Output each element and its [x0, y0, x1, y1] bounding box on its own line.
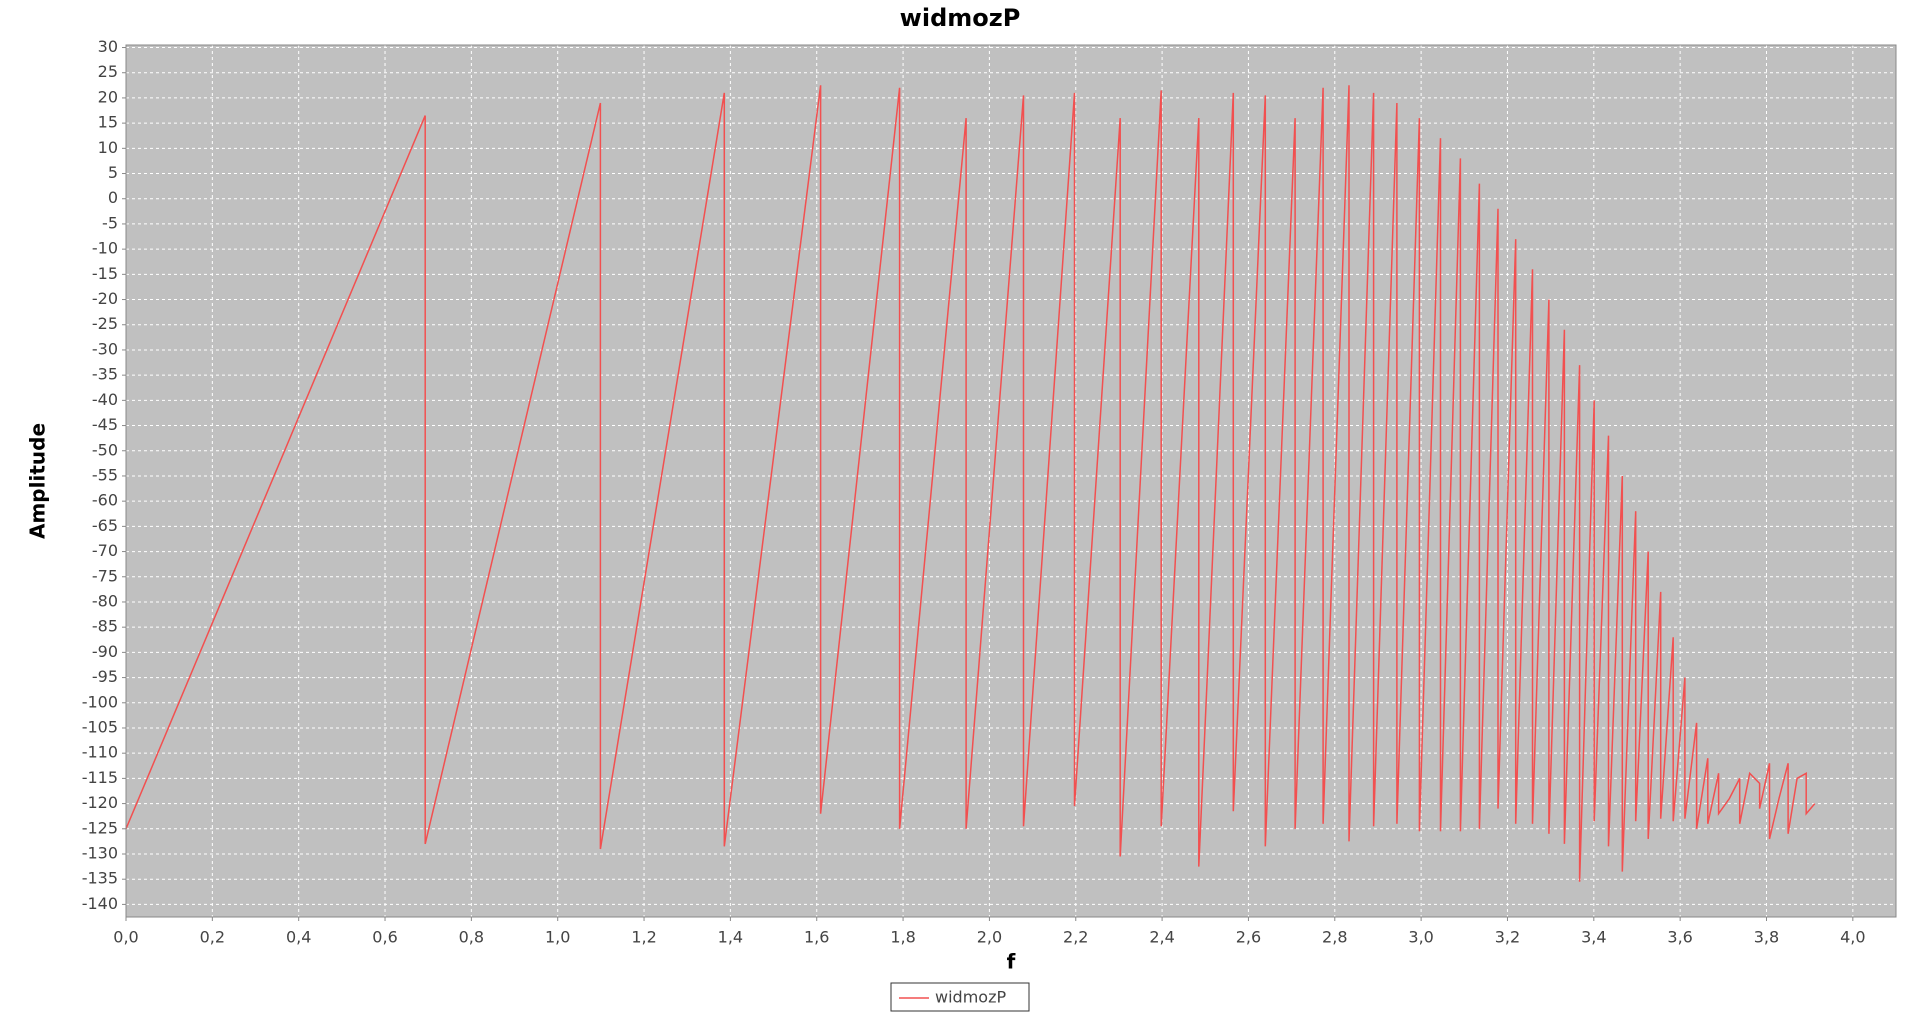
- y-tick-label: -20: [92, 289, 118, 308]
- y-tick-label: -95: [92, 667, 118, 686]
- y-tick-label: -50: [92, 440, 118, 459]
- y-tick-label: -80: [92, 591, 118, 610]
- y-tick-label: -60: [92, 491, 118, 510]
- y-tick-label: -130: [82, 843, 118, 862]
- legend-box: [890, 982, 1030, 1012]
- x-tick-label: 3,8: [1754, 928, 1779, 947]
- y-tick-label: -5: [102, 213, 118, 232]
- x-tick-label: 2,6: [1236, 928, 1261, 947]
- y-tick-label: -35: [92, 365, 118, 384]
- x-tick-label: 2,2: [1063, 928, 1088, 947]
- y-tick-label: -135: [82, 869, 118, 888]
- x-tick-label: 0,0: [113, 928, 138, 947]
- x-tick-label: 1,6: [804, 928, 829, 947]
- y-tick-label: 5: [108, 163, 118, 182]
- y-axis-label: Amplitude: [26, 423, 50, 539]
- x-tick-label: 1,0: [545, 928, 570, 947]
- y-tick-label: -85: [92, 617, 118, 636]
- plot-area: [125, 44, 1897, 918]
- y-tick-label: -55: [92, 465, 118, 484]
- y-tick-label: -110: [82, 743, 118, 762]
- x-tick-label: 1,2: [631, 928, 656, 947]
- x-tick-label: 0,4: [286, 928, 311, 947]
- y-tick-label: -70: [92, 541, 118, 560]
- y-tick-label: 30: [98, 37, 118, 56]
- x-tick-label: 0,6: [372, 928, 397, 947]
- y-tick-label: -30: [92, 339, 118, 358]
- x-tick-label: 3,0: [1408, 928, 1433, 947]
- y-tick-label: -115: [82, 768, 118, 787]
- x-axis-label: f: [1007, 950, 1016, 974]
- x-tick-label: 2,4: [1149, 928, 1174, 947]
- y-tick-label: -120: [82, 793, 118, 812]
- y-tick-label: -90: [92, 642, 118, 661]
- x-tick-label: 3,6: [1667, 928, 1692, 947]
- x-tick-label: 4,0: [1840, 928, 1865, 947]
- y-tick-label: 25: [98, 62, 118, 81]
- x-tick-label: 2,0: [977, 928, 1002, 947]
- y-tick-label: -65: [92, 516, 118, 535]
- legend-label: widmozP: [935, 988, 1006, 1007]
- x-tick-label: 3,4: [1581, 928, 1606, 947]
- chart-title: widmozP: [900, 4, 1021, 32]
- y-tick-label: 20: [98, 87, 118, 106]
- plot-border: [125, 44, 1897, 918]
- y-tick-label: -45: [92, 415, 118, 434]
- y-tick-label: 10: [98, 138, 118, 157]
- x-tick-label: 0,2: [200, 928, 225, 947]
- x-tick-label: 2,8: [1322, 928, 1347, 947]
- x-tick-label: 3,2: [1495, 928, 1520, 947]
- y-tick-label: -140: [82, 894, 118, 913]
- x-tick-label: 0,8: [459, 928, 484, 947]
- data-line: [125, 85, 1816, 882]
- x-tick-label: 1,4: [718, 928, 743, 947]
- y-tick-label: -25: [92, 314, 118, 333]
- y-tick-label: -100: [82, 692, 118, 711]
- y-tick-label: -125: [82, 818, 118, 837]
- y-tick-label: 15: [98, 113, 118, 132]
- x-tick-label: 1,8: [890, 928, 915, 947]
- y-tick-label: -10: [92, 239, 118, 258]
- y-tick-label: -105: [82, 717, 118, 736]
- y-tick-label: -15: [92, 264, 118, 283]
- y-tick-label: 0: [108, 188, 118, 207]
- y-tick-label: -40: [92, 390, 118, 409]
- y-tick-label: -75: [92, 566, 118, 585]
